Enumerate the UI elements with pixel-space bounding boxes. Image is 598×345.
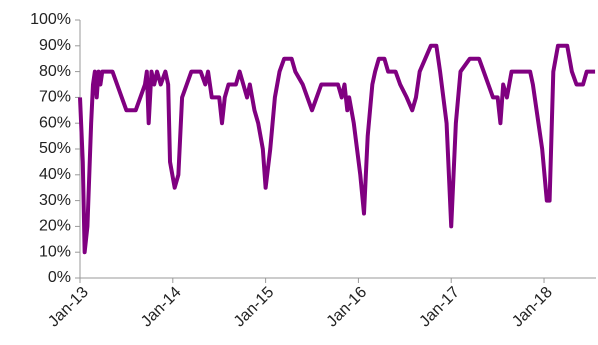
x-tick-label: Jan-13 — [45, 284, 92, 331]
data-line — [78, 43, 596, 255]
y-tick-label: 80% — [39, 63, 71, 80]
x-tick-label: Jan-14 — [138, 284, 185, 331]
y-tick-label: 50% — [39, 140, 71, 157]
y-tick-label: 60% — [39, 114, 71, 131]
x-tick-label: Jan-16 — [324, 284, 371, 331]
y-tick-label: 30% — [39, 192, 71, 209]
x-tick-label: Jan-17 — [416, 284, 463, 331]
y-tick-label: 40% — [39, 166, 71, 183]
x-tick-label: Jan-15 — [231, 284, 278, 331]
y-tick-label: 100% — [30, 11, 71, 28]
x-tick-label: Jan-18 — [509, 284, 556, 331]
y-tick-label: 90% — [39, 37, 71, 54]
y-tick-label: 10% — [39, 243, 71, 260]
y-tick-label: 0% — [48, 269, 71, 286]
y-tick-label: 20% — [39, 218, 71, 235]
y-tick-label: 70% — [39, 89, 71, 106]
